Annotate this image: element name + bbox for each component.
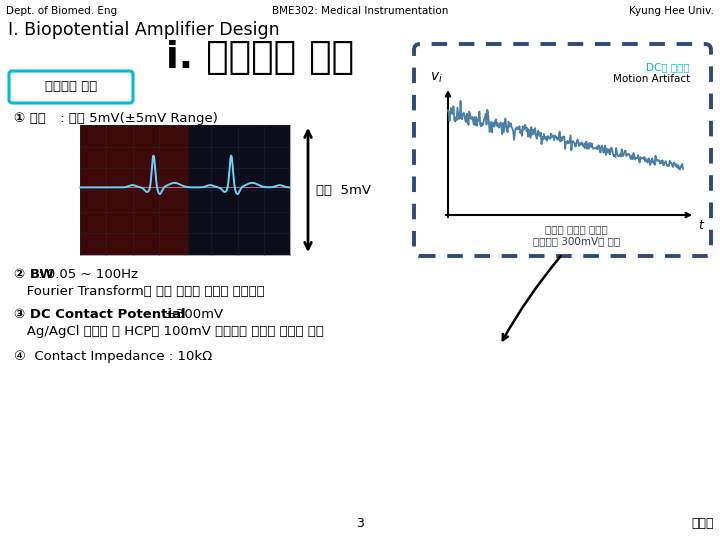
Text: 김소연: 김소연 — [691, 517, 714, 530]
Text: Motion Artifact: Motion Artifact — [613, 74, 690, 84]
Text: t: t — [698, 219, 703, 232]
Text: 심전도의 측정: 심전도의 측정 — [45, 80, 97, 93]
Text: 따라서 이러한 영향을: 따라서 이러한 영향을 — [545, 224, 608, 234]
FancyBboxPatch shape — [80, 125, 290, 255]
FancyBboxPatch shape — [9, 71, 133, 103]
Text: : 최대 5mV(±5mV Range): : 최대 5mV(±5mV Range) — [56, 112, 218, 125]
Text: ② BW: ② BW — [14, 268, 54, 281]
Text: : 0.05 ~ 100Hz: : 0.05 ~ 100Hz — [34, 268, 138, 281]
Text: DC가 흘러임: DC가 흘러임 — [647, 62, 690, 72]
FancyBboxPatch shape — [414, 44, 711, 256]
Text: 포함하여 300mV로 가정: 포함하여 300mV로 가정 — [534, 236, 621, 246]
Text: ① 크기: ① 크기 — [14, 112, 46, 125]
Text: : ±300mV: : ±300mV — [152, 308, 223, 321]
Text: Fourier Transform을 통해 얻어낸 주파수 스펙트럼: Fourier Transform을 통해 얻어낸 주파수 스펙트럼 — [14, 285, 265, 298]
Text: Dept. of Biomed. Eng: Dept. of Biomed. Eng — [6, 6, 117, 16]
Text: ④  Contact Impedance : 10kΩ: ④ Contact Impedance : 10kΩ — [14, 350, 212, 363]
Text: Ag/AgCl 사용할 때 HCP는 100mV 이내지만 최악의 상황을 고려: Ag/AgCl 사용할 때 HCP는 100mV 이내지만 최악의 상황을 고려 — [14, 325, 324, 338]
Text: 3: 3 — [356, 517, 364, 530]
Text: $v_i$: $v_i$ — [430, 71, 443, 85]
Text: Kyung Hee Univ.: Kyung Hee Univ. — [629, 6, 714, 16]
FancyBboxPatch shape — [80, 125, 189, 255]
Text: Ⅰ. Biopotential Amplifier Design: Ⅰ. Biopotential Amplifier Design — [8, 21, 279, 39]
Text: ⅰ. 심전도와 전극: ⅰ. 심전도와 전극 — [166, 40, 354, 76]
Text: BME302: Medical Instrumentation: BME302: Medical Instrumentation — [272, 6, 448, 16]
Text: ③ DC Contact Potential: ③ DC Contact Potential — [14, 308, 186, 321]
Text: 최대  5mV: 최대 5mV — [316, 184, 371, 197]
